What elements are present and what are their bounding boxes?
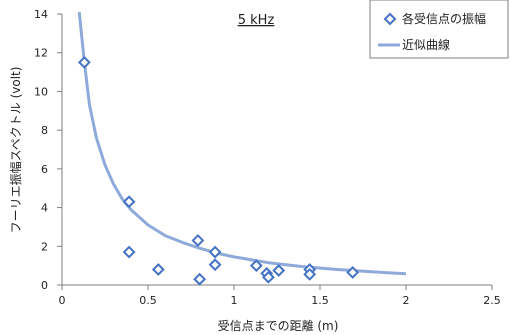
legend-label-curve: 近似曲線	[402, 37, 450, 52]
legend: 各受信点の振幅 近似曲線	[369, 0, 509, 59]
x-tick-label: 1.5	[311, 294, 329, 307]
x-tick-label: 2.5	[483, 294, 501, 307]
data-point-diamond	[261, 270, 275, 284]
data-point-diamond	[249, 259, 263, 273]
y-tick-label: 14	[34, 8, 48, 21]
y-tick-label: 2	[41, 240, 48, 253]
y-tick-label: 12	[34, 47, 48, 60]
data-point-diamond	[346, 266, 360, 279]
x-tick-label: 1	[231, 294, 238, 307]
legend-marker-diamond	[383, 12, 397, 26]
legend-box	[369, 0, 509, 59]
axes: 0 0.5 1 1.5 2 2.5 0 2 4 6 8 10 12 14	[34, 8, 501, 307]
chart-annotation: 5 kHz	[238, 13, 275, 28]
data-points-layer	[77, 55, 360, 286]
fit-curve-layer	[77, 11, 407, 276]
fit-curve-line	[77, 11, 407, 276]
legend-label-points: 各受信点の振幅	[402, 11, 486, 26]
data-point-diamond	[208, 258, 222, 272]
x-tick-label: 0	[59, 294, 66, 307]
data-point-diamond	[122, 195, 136, 209]
x-tick-label: 2	[403, 294, 410, 307]
y-tick-label: 4	[41, 202, 48, 215]
data-point-diamond	[272, 264, 286, 277]
y-tick-label: 10	[34, 85, 48, 98]
data-point-diamond	[151, 263, 165, 276]
y-tick-label: 8	[41, 124, 48, 137]
x-tick-label: 0.5	[139, 294, 157, 307]
data-point-diamond	[122, 245, 136, 259]
x-axis-title: 受信点までの距離 (m)	[218, 319, 339, 333]
data-point-diamond	[191, 234, 205, 247]
y-tick-label: 0	[41, 279, 48, 292]
data-point-diamond	[208, 245, 222, 259]
data-point-diamond	[193, 272, 207, 286]
y-tick-label: 6	[41, 163, 48, 176]
data-point-diamond	[77, 55, 91, 69]
data-point-diamond	[303, 267, 317, 281]
y-axis-title: フーリエ振幅スペクトル (volt)	[8, 67, 23, 234]
